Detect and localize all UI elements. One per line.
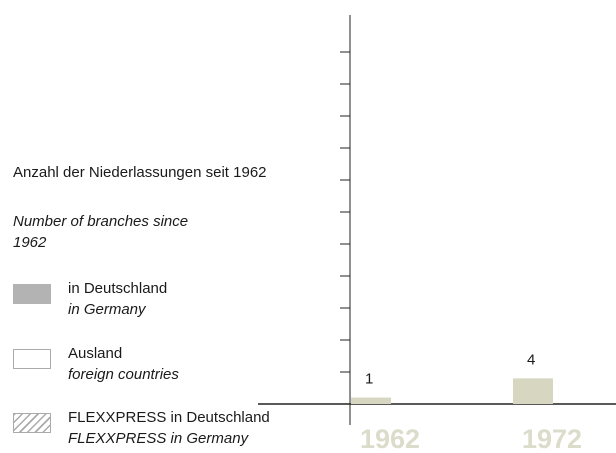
legend-label: in Deutschland <box>68 280 168 297</box>
value-label: 1 <box>365 371 373 388</box>
legend-sublabel: foreign countries <box>68 366 179 383</box>
chart-subtitle: Number of branches since 1962 <box>13 213 189 251</box>
legend-swatch <box>13 349 51 369</box>
bar <box>351 397 391 404</box>
legend-sublabel: in Germany <box>68 301 146 318</box>
legend-label: Ausland <box>68 345 123 362</box>
x-tick-label: 1972 <box>522 424 582 453</box>
chart-title: Anzahl der Niederlassungen seit 1962 <box>13 164 267 181</box>
legend-sublabel: FLEXXPRESS in Germany <box>68 430 249 447</box>
value-label: 4 <box>527 351 535 368</box>
bar <box>513 378 553 404</box>
legend-swatch <box>13 413 51 433</box>
x-tick-label: 1962 <box>360 424 420 453</box>
legend-swatch <box>13 284 51 304</box>
legend-label: FLEXXPRESS in Deutschland <box>68 409 270 426</box>
